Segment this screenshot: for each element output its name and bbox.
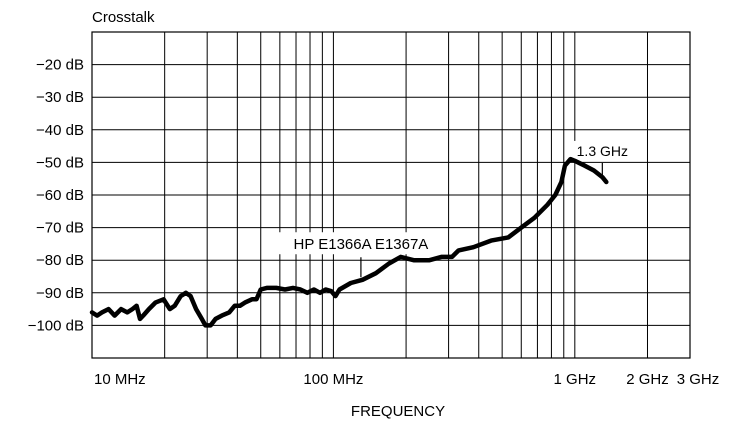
y-tick-label: −20 dB xyxy=(36,57,84,74)
crosstalk-series-line xyxy=(89,156,609,328)
y-tick-label: −50 dB xyxy=(36,154,84,171)
x-tick-label: 10 MHz xyxy=(94,371,146,388)
x-axis-label: FREQUENCY xyxy=(351,403,445,420)
chart-title: Crosstalk xyxy=(92,9,155,26)
y-tick-label: −80 dB xyxy=(36,252,84,269)
series-group xyxy=(89,156,609,328)
annotation-bg xyxy=(268,232,439,255)
y-axis: −20 dB −30 dB −40 dB −50 dB −60 dB −70 dB −80 … xyxy=(28,57,84,335)
annotation-bg xyxy=(572,140,635,161)
y-tick-label: −70 dB xyxy=(36,220,84,237)
x-tick-label: 1 GHz xyxy=(554,371,597,388)
plot-grid xyxy=(92,32,690,358)
x-tick-label: 3 GHz xyxy=(677,371,720,388)
y-tick-label: −90 dB xyxy=(36,285,84,302)
y-tick-label: −40 dB xyxy=(36,122,84,139)
frequency-annotation: 1.3 GHz xyxy=(577,143,628,159)
x-tick-label: 100 MHz xyxy=(303,371,363,388)
y-tick-label: −30 dB xyxy=(36,89,84,106)
x-axis: 10 MHz 100 MHz 1 GHz 2 GHz 3 GHz xyxy=(94,371,719,388)
chart-annotations: HP E1366A E1367A 1.3 GHz xyxy=(268,140,635,278)
model-annotation: HP E1366A E1367A xyxy=(293,236,428,253)
x-tick-label: 2 GHz xyxy=(626,371,669,388)
y-tick-label: −100 dB xyxy=(28,317,84,334)
y-tick-label: −60 dB xyxy=(36,187,84,204)
plot-frame xyxy=(91,31,691,359)
